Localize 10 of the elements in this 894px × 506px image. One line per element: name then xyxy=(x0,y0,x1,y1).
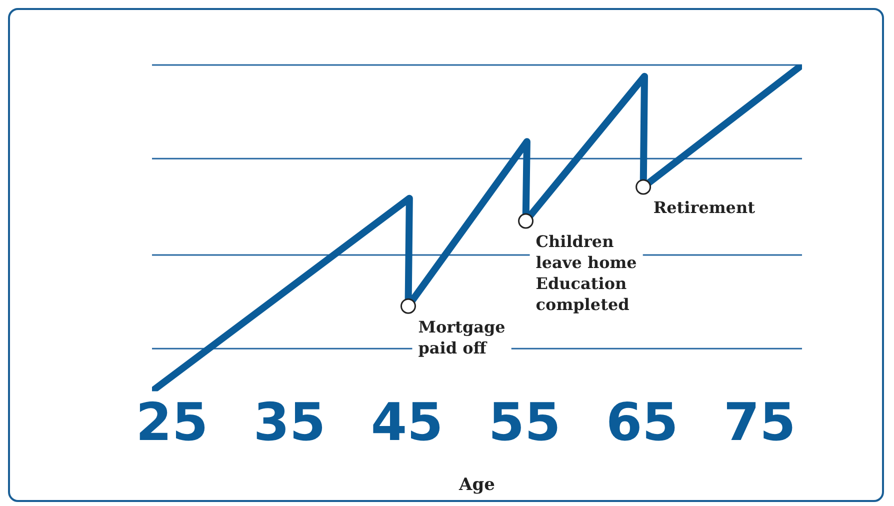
x-axis-title: Age xyxy=(458,475,496,496)
x-tick-label: 75 xyxy=(724,392,796,453)
x-tick-label: 65 xyxy=(606,392,678,453)
annotation: Retirement xyxy=(653,198,756,218)
annotation: Mortgage paid off xyxy=(418,317,506,358)
x-tick-label: 35 xyxy=(253,392,326,453)
annotation: Children leave home Education completed xyxy=(536,232,637,314)
x-tick-label: 45 xyxy=(370,392,444,453)
x-tick-label: 25 xyxy=(136,392,208,453)
x-tick-label: 55 xyxy=(488,392,561,453)
